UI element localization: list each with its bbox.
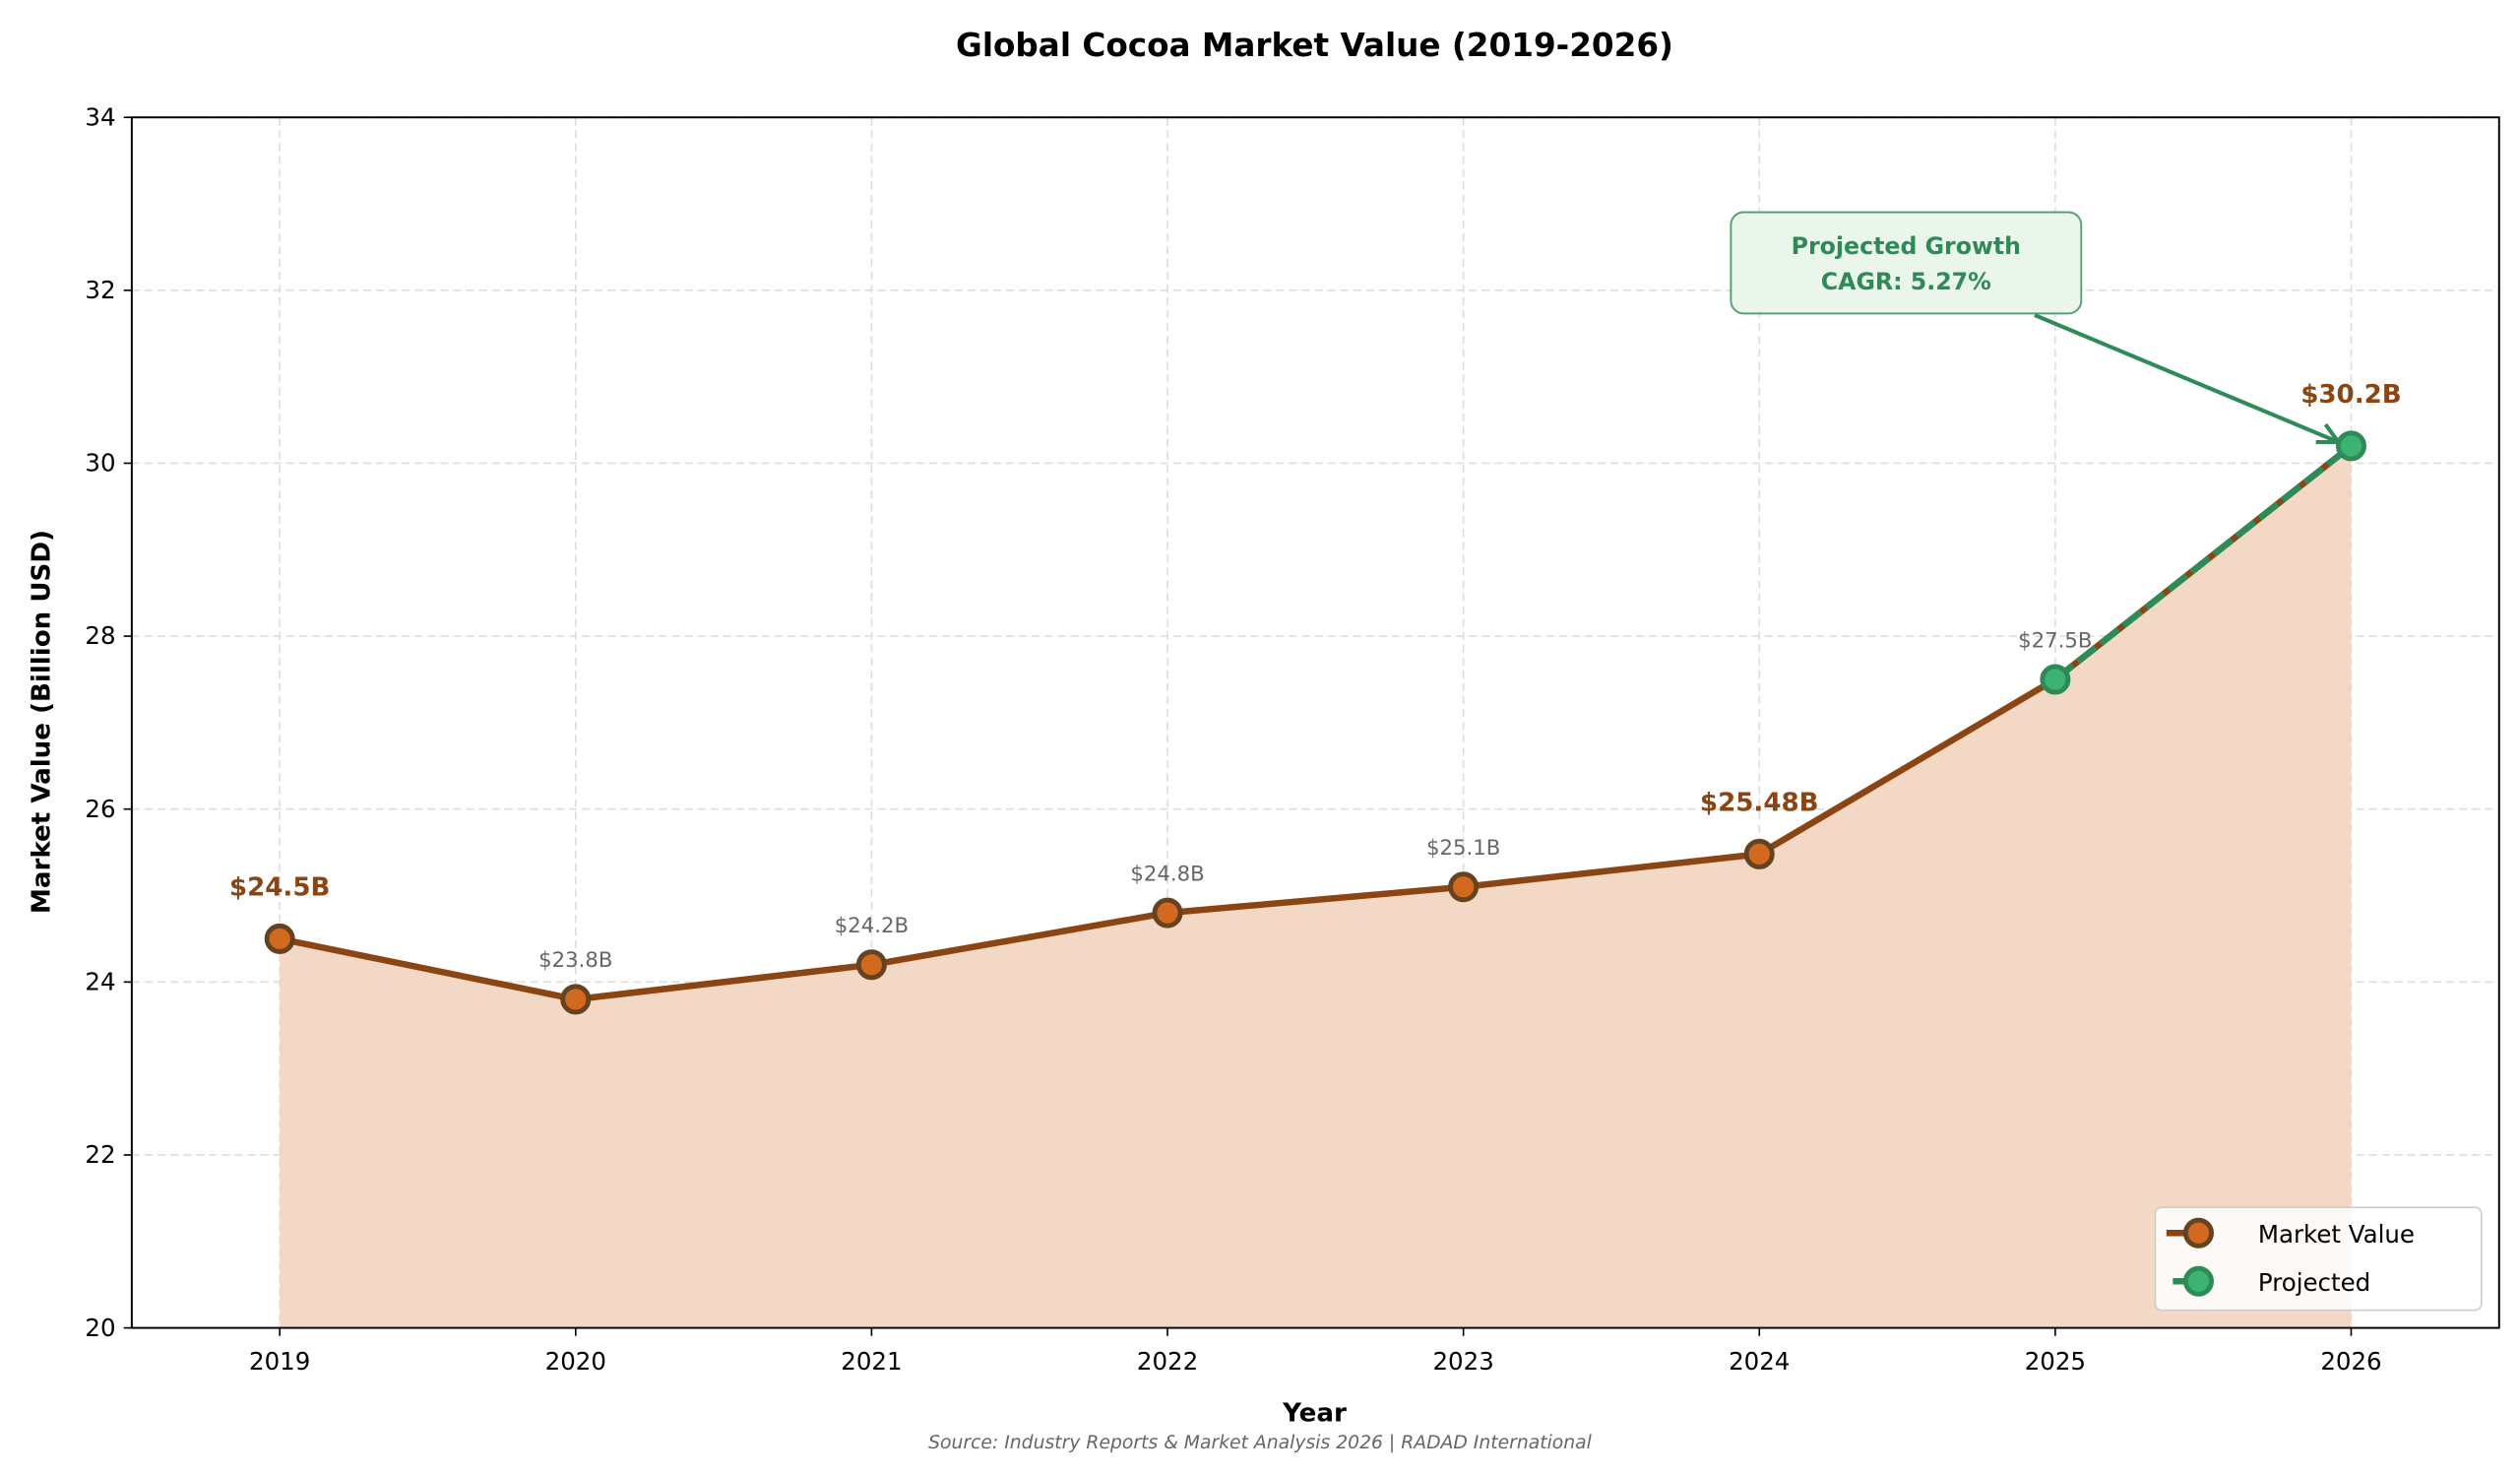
data-label: $30.2B xyxy=(2300,380,2402,410)
y-axis-label: Market Value (Billion USD) xyxy=(28,530,57,914)
x-tick-label: 2020 xyxy=(545,1347,606,1376)
projected-marker xyxy=(2040,664,2071,695)
ticks: 2019 2020 2021 2022 2023 2024 2025 202620222426… xyxy=(85,102,2381,1376)
market-value-marker xyxy=(1152,897,1183,929)
area-fill xyxy=(280,445,2352,1328)
x-tick-label: 2022 xyxy=(1137,1347,1198,1376)
chart-title: Global Cocoa Market Value (2019-2026) xyxy=(956,27,1673,64)
annotation-line2: CAGR: 5.27% xyxy=(1821,268,1991,295)
market-value-marker xyxy=(560,984,592,1015)
data-labels: $24.5B $23.8B $24.2B $24.8B $25.1B $25.48B $27… xyxy=(229,380,2402,973)
annotation-line1: Projected Growth xyxy=(1792,232,2021,260)
lines xyxy=(279,443,2354,1003)
x-tick-label: 2019 xyxy=(249,1347,310,1376)
x-tick-label: 2026 xyxy=(2320,1347,2381,1376)
y-tick-label: 34 xyxy=(85,102,115,131)
legend-label-market: Market Value xyxy=(2258,1220,2415,1249)
x-tick-label: 2021 xyxy=(841,1347,902,1376)
x-tick-label: 2025 xyxy=(2025,1347,2086,1376)
market-value-marker xyxy=(1743,838,1775,869)
legend: Market Value Projected xyxy=(2154,1206,2483,1312)
annotation: Projected Growth CAGR: 5.27% xyxy=(1730,211,2341,445)
legend-marker-projected xyxy=(2182,1265,2214,1297)
data-label: $24.8B xyxy=(1130,862,1204,886)
markers xyxy=(264,430,2366,1015)
y-tick-label: 30 xyxy=(85,449,115,478)
market-value-marker xyxy=(855,949,887,981)
x-axis-label: Year xyxy=(1282,1398,1347,1428)
annotation-box xyxy=(1730,211,2083,315)
y-tick-label: 20 xyxy=(85,1314,115,1342)
y-tick-label: 26 xyxy=(85,795,115,823)
market-value-marker xyxy=(1448,871,1480,903)
market-value-line xyxy=(279,443,2354,1003)
annotation-arrow xyxy=(2034,313,2340,444)
plot-frame xyxy=(130,116,2500,1329)
data-label: $25.1B xyxy=(1426,836,1500,861)
legend-label-projected: Projected xyxy=(2258,1268,2370,1297)
data-label: $23.8B xyxy=(538,948,612,973)
data-label: $25.48B xyxy=(1700,788,1819,817)
x-tick-label: 2024 xyxy=(1729,1347,1790,1376)
y-tick-label: 24 xyxy=(85,968,115,996)
market-value-marker xyxy=(264,923,295,954)
x-tick-label: 2023 xyxy=(1432,1347,1493,1376)
data-label: $24.2B xyxy=(835,914,909,938)
annotation-arrowhead xyxy=(2315,422,2341,445)
y-tick-label: 32 xyxy=(85,276,115,304)
legend-marker-market xyxy=(2182,1217,2214,1249)
data-label: $27.5B xyxy=(2018,628,2092,653)
projected-marker xyxy=(2335,430,2366,462)
source-note: Source: Industry Reports & Market Analys… xyxy=(928,1433,1593,1453)
data-label: $24.5B xyxy=(229,872,331,902)
projected-line xyxy=(2052,443,2354,682)
legend-box xyxy=(2154,1206,2483,1312)
y-tick-label: 22 xyxy=(85,1140,115,1169)
y-tick-label: 28 xyxy=(85,621,115,650)
